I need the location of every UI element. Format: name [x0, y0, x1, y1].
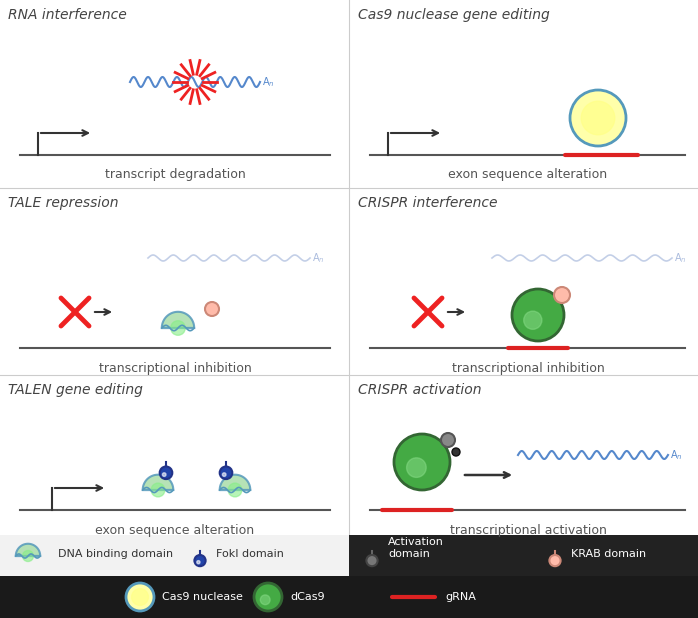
- Text: CRISPR interference: CRISPR interference: [358, 196, 498, 210]
- Polygon shape: [162, 312, 194, 328]
- Circle shape: [151, 483, 165, 497]
- Circle shape: [570, 90, 626, 146]
- Circle shape: [126, 583, 154, 611]
- Circle shape: [132, 588, 149, 606]
- Text: DNA binding domain: DNA binding domain: [58, 549, 173, 559]
- Circle shape: [220, 467, 232, 479]
- Circle shape: [549, 555, 560, 566]
- Circle shape: [197, 561, 200, 564]
- Circle shape: [22, 551, 34, 562]
- Text: gRNA: gRNA: [445, 592, 476, 602]
- Circle shape: [223, 473, 226, 476]
- Circle shape: [228, 483, 242, 497]
- Circle shape: [407, 458, 426, 477]
- Text: A$_n$: A$_n$: [262, 75, 274, 89]
- Text: CRISPR activation: CRISPR activation: [358, 383, 482, 397]
- Text: transcript degradation: transcript degradation: [105, 168, 246, 181]
- Text: Cas9 nuclease: Cas9 nuclease: [162, 592, 243, 602]
- FancyBboxPatch shape: [349, 535, 698, 576]
- Circle shape: [394, 434, 450, 490]
- Text: transcriptional inhibition: transcriptional inhibition: [98, 362, 251, 375]
- Circle shape: [512, 289, 564, 341]
- Circle shape: [452, 448, 460, 456]
- Text: TALEN gene editing: TALEN gene editing: [8, 383, 143, 397]
- Text: exon sequence alteration: exon sequence alteration: [448, 168, 607, 181]
- Text: transcriptional activation: transcriptional activation: [450, 524, 607, 537]
- Text: KRAB domain: KRAB domain: [571, 549, 646, 559]
- Text: exon sequence alteration: exon sequence alteration: [96, 524, 255, 537]
- Circle shape: [195, 555, 206, 566]
- Circle shape: [441, 433, 455, 447]
- Text: TALE repression: TALE repression: [8, 196, 119, 210]
- Text: Cas9 nuclease gene editing: Cas9 nuclease gene editing: [358, 8, 550, 22]
- Polygon shape: [16, 544, 40, 556]
- Text: A$_n$: A$_n$: [674, 251, 687, 265]
- Circle shape: [163, 473, 166, 476]
- Text: transcriptional inhibition: transcriptional inhibition: [452, 362, 604, 375]
- FancyBboxPatch shape: [0, 576, 698, 618]
- Circle shape: [254, 583, 282, 611]
- Circle shape: [171, 321, 185, 336]
- Text: Activation
domain: Activation domain: [388, 537, 444, 559]
- Text: dCas9: dCas9: [290, 592, 325, 602]
- Circle shape: [581, 101, 615, 135]
- Polygon shape: [220, 475, 251, 490]
- Circle shape: [524, 311, 542, 329]
- Circle shape: [554, 287, 570, 303]
- Circle shape: [205, 302, 219, 316]
- Text: RNA interference: RNA interference: [8, 8, 127, 22]
- Text: A$_n$: A$_n$: [312, 251, 325, 265]
- Text: A$_n$: A$_n$: [670, 448, 683, 462]
- FancyBboxPatch shape: [0, 535, 349, 576]
- Text: FokI domain: FokI domain: [216, 549, 284, 559]
- Circle shape: [260, 595, 270, 604]
- Circle shape: [366, 555, 378, 566]
- Circle shape: [160, 467, 172, 479]
- Polygon shape: [142, 475, 173, 490]
